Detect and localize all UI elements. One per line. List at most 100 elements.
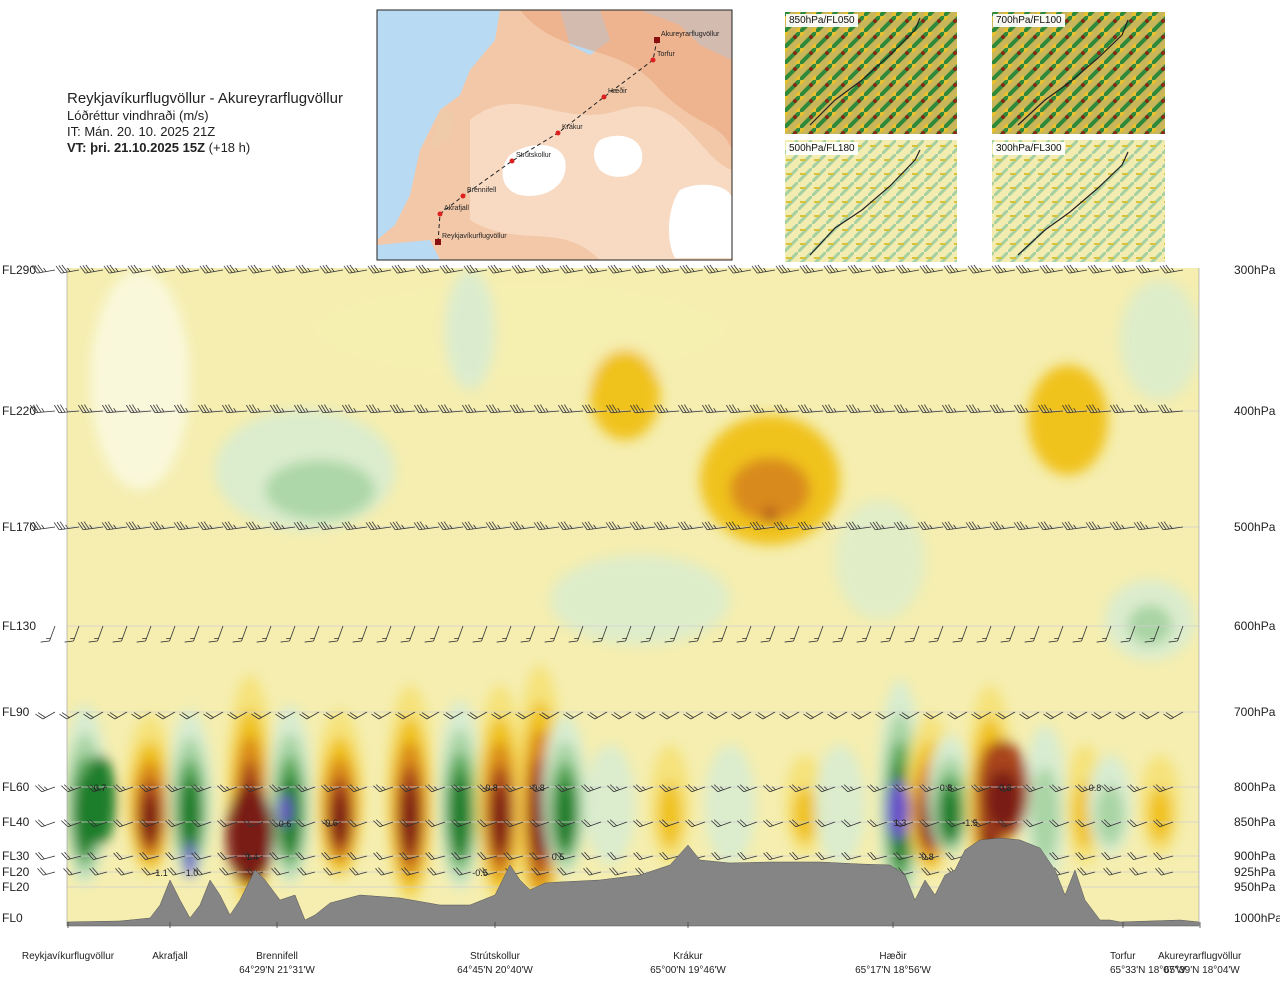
velocity-blob [730,458,810,522]
map-waypoint-label: Akureyrarflugvöllur [661,31,720,38]
wind-barb [1153,819,1174,828]
wind-barb [1134,404,1160,414]
wind-barb [763,784,784,793]
wind-barb [989,521,1016,531]
thumbnail-850[interactable] [785,12,957,134]
wind-barb [342,404,368,414]
wind-barb [702,404,728,414]
wind-barb [815,819,836,828]
wind-barb [1153,784,1174,793]
wind-barb [797,521,824,531]
wind-barb [773,521,800,531]
map-waypoint-marker [437,211,443,217]
wind-barb [775,264,800,274]
wind-barb [557,867,576,876]
value-annotation: 0.7 [94,783,107,793]
wind-barb [945,819,966,828]
wind-barb [167,867,186,876]
wind-barb [1049,819,1070,828]
wind-barb [763,819,784,828]
wind-barb [438,404,464,414]
thumbnail-panels [785,12,1165,262]
wind-barb [347,819,368,828]
wind-barb [659,711,680,720]
wind-barb [139,851,160,861]
wind-barb [841,819,862,828]
wind-barb [952,625,968,643]
wind-barb [53,521,80,531]
thumbnail-300[interactable] [992,140,1165,262]
wind-barb [347,851,368,861]
wind-barb [395,711,416,720]
wind-barb [399,784,420,793]
wind-barb [531,867,550,876]
wind-barb [1110,404,1136,414]
wind-barb [880,625,896,643]
velocity-blob [590,350,660,440]
wind-barb [373,819,394,828]
pressure-level-label: 400hPa [1234,404,1276,418]
wind-barb [184,625,200,643]
wind-barb [1153,851,1174,861]
value-annotation: -1.1 [152,868,168,878]
wind-barb [869,521,896,531]
pressure-level-label: 300hPa [1234,263,1276,277]
value-annotation: -0.6 [322,818,338,828]
wind-barb [736,625,752,643]
wind-barb [921,867,940,876]
map-waypoint-label: Strútskollur [516,152,552,159]
wind-barb [582,404,608,414]
wind-barb [399,851,420,861]
wind-barb [1075,819,1096,828]
wind-barb [1120,625,1136,643]
wind-barb [630,404,656,414]
wind-barb [217,851,238,861]
wind-barb [343,264,368,274]
wind-barb [35,784,56,793]
wind-barb [725,521,752,531]
wind-barb [299,711,320,720]
wind-barb [165,819,186,828]
thumbnail-500[interactable] [785,140,957,262]
wind-barb [529,819,550,828]
wind-barb [375,867,394,876]
wind-barb [763,851,784,861]
wind-barb [1013,521,1040,531]
wind-barb [655,264,680,274]
wind-barb [269,521,296,531]
wind-barb [271,264,296,274]
wind-barb [222,404,248,414]
wind-barb [737,784,758,793]
wind-barb [587,711,608,720]
wind-barb [127,264,152,274]
velocity-blob [940,788,960,842]
wind-barb [1085,521,1112,531]
wind-barb [827,711,848,720]
wind-barb [175,264,200,274]
flight-level-label: FL20 [2,865,30,879]
thumbnail-700[interactable] [992,12,1165,134]
wind-barb [581,521,608,531]
wind-barb [451,819,472,828]
wind-barb [875,711,896,720]
flight-level-label: FL290 [2,263,37,277]
map-terrain-shading [377,10,732,260]
wind-barb [711,819,732,828]
wind-barb [1061,521,1088,531]
wind-barb [847,264,872,274]
wind-barb [535,264,560,274]
value-annotation: -0.8 [996,783,1012,793]
wind-barb [678,404,704,414]
wind-barb [607,819,628,828]
wind-barb [414,404,440,414]
value-annotation: 0.5 [552,852,565,862]
value-annotation: -0.8 [482,783,498,793]
wind-barb [1163,711,1184,720]
wind-barb [269,784,290,793]
map-waypoint-label: Reykjavíkurflugvöllur [442,233,507,240]
wind-barb [557,521,584,531]
wind-barb [870,404,896,414]
wind-barb [555,819,576,828]
wind-barb [947,711,968,720]
wind-barb [35,819,56,828]
